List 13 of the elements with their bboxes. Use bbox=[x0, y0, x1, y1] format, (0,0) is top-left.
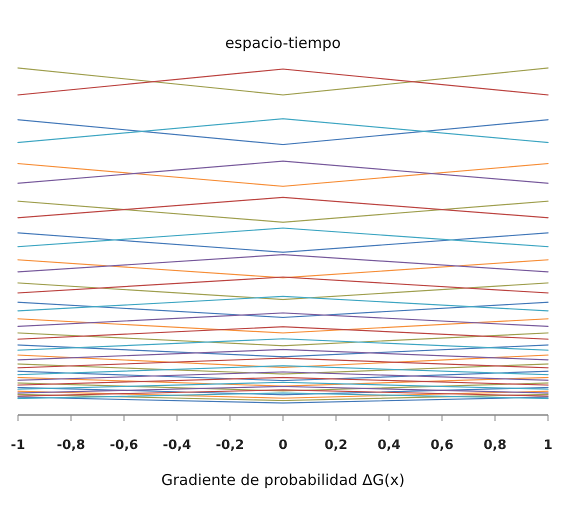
x-tick-label: 0,4 bbox=[377, 438, 401, 453]
x-tick-label: -0,8 bbox=[56, 438, 86, 453]
x-tick-label: 0,8 bbox=[483, 438, 507, 453]
chart-title: espacio-tiempo bbox=[225, 34, 341, 52]
x-axis-title: Gradiente de probabilidad ΔG(x) bbox=[161, 471, 405, 489]
x-tick-label: 0,2 bbox=[324, 438, 348, 453]
x-tick-label: -0,6 bbox=[110, 438, 138, 453]
x-tick-label: 1 bbox=[543, 438, 553, 453]
x-tick-label: 0 bbox=[278, 438, 288, 453]
x-tick-label: -0,2 bbox=[216, 438, 244, 453]
x-tick-label: -1 bbox=[10, 438, 26, 453]
x-tick-label: -0,4 bbox=[162, 438, 192, 453]
x-tick-label: 0,6 bbox=[430, 438, 454, 453]
